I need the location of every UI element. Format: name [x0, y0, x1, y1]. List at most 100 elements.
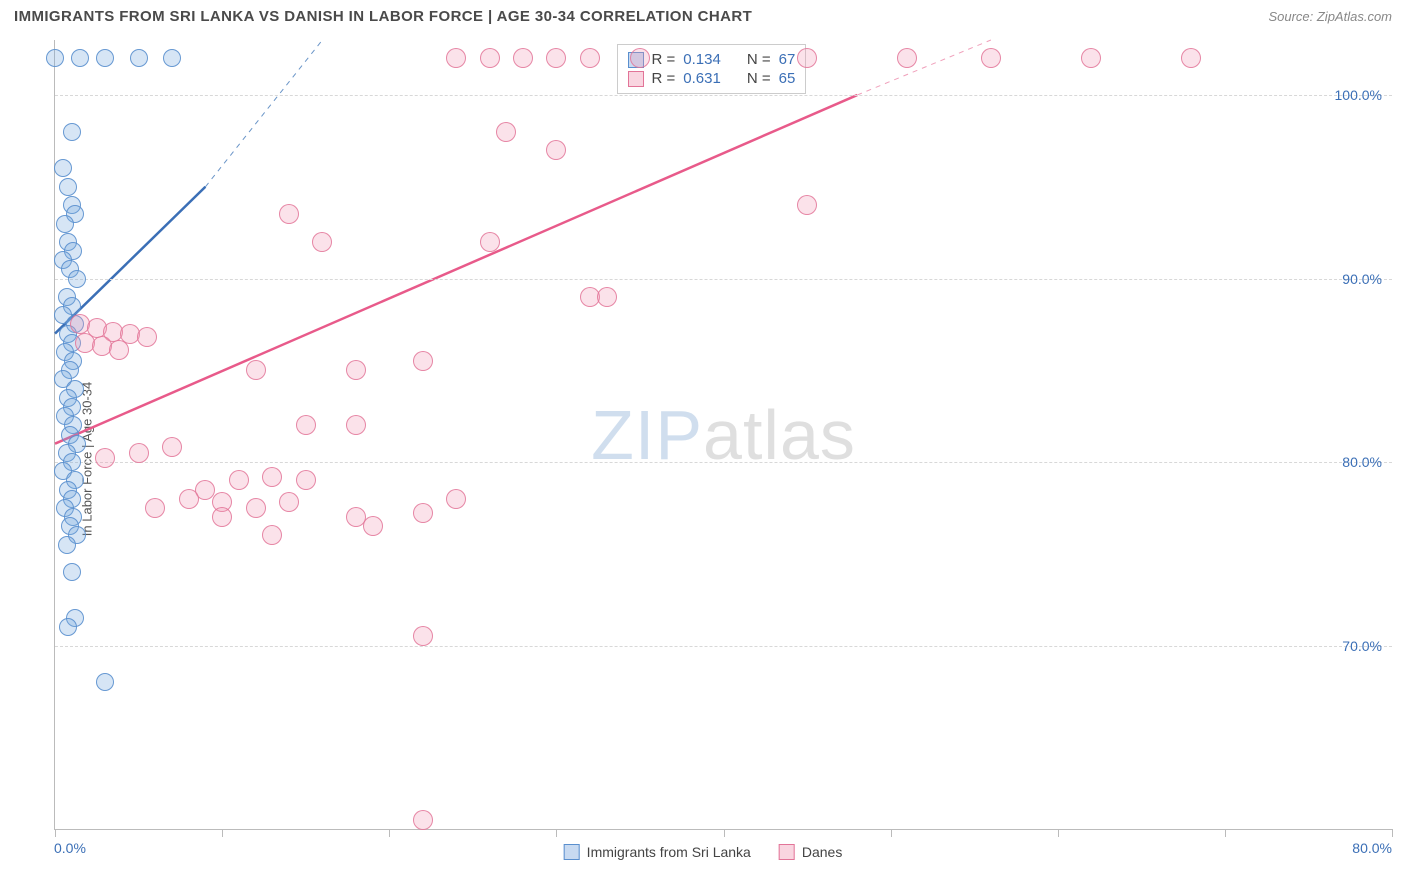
data-point	[279, 204, 299, 224]
chart-header: IMMIGRANTS FROM SRI LANKA VS DANISH IN L…	[0, 0, 1406, 31]
data-point	[59, 618, 77, 636]
data-point	[229, 470, 249, 490]
data-point	[546, 140, 566, 160]
data-point	[897, 48, 917, 68]
legend-item-pink: Danes	[779, 844, 842, 860]
data-point	[54, 159, 72, 177]
r-label: R =	[652, 70, 676, 87]
data-point	[279, 492, 299, 512]
n-label: N =	[747, 51, 771, 68]
scatter-plot-area: ZIPatlas R = 0.134 N = 67 R = 0.631 N = …	[54, 40, 1392, 830]
data-point	[446, 48, 466, 68]
chart-title: IMMIGRANTS FROM SRI LANKA VS DANISH IN L…	[14, 8, 752, 25]
data-point	[68, 270, 86, 288]
data-point	[246, 498, 266, 518]
data-point	[56, 215, 74, 233]
x-tick	[1392, 829, 1393, 837]
y-tick-label: 70.0%	[1342, 638, 1382, 654]
data-point	[630, 48, 650, 68]
data-point	[163, 49, 181, 67]
x-axis-end-label: 80.0%	[1352, 840, 1392, 856]
data-point	[346, 415, 366, 435]
data-point	[346, 360, 366, 380]
x-tick	[55, 829, 56, 837]
data-point	[109, 340, 129, 360]
data-point	[981, 48, 1001, 68]
data-point	[413, 351, 433, 371]
data-point	[71, 49, 89, 67]
x-tick	[1058, 829, 1059, 837]
swatch-blue-icon	[564, 844, 580, 860]
data-point	[96, 49, 114, 67]
y-tick-label: 90.0%	[1342, 271, 1382, 287]
r-label: R =	[652, 51, 676, 68]
n-value-pink: 65	[779, 70, 796, 87]
gridline	[55, 462, 1392, 463]
data-point	[212, 507, 232, 527]
data-point	[1081, 48, 1101, 68]
x-tick	[389, 829, 390, 837]
data-point	[130, 49, 148, 67]
data-point	[58, 536, 76, 554]
data-point	[63, 123, 81, 141]
bottom-legend: Immigrants from Sri Lanka Danes	[564, 844, 843, 860]
data-point	[129, 443, 149, 463]
n-label: N =	[747, 70, 771, 87]
x-axis-start-label: 0.0%	[54, 840, 86, 856]
trend-lines-layer	[55, 40, 1392, 829]
data-point	[797, 48, 817, 68]
stats-row-pink: R = 0.631 N = 65	[628, 69, 796, 88]
chart-container: In Labor Force | Age 30-34 ZIPatlas R = …	[14, 40, 1392, 878]
data-point	[162, 437, 182, 457]
data-point	[446, 489, 466, 509]
data-point	[296, 470, 316, 490]
x-tick	[1225, 829, 1226, 837]
y-tick-label: 100.0%	[1335, 87, 1382, 103]
data-point	[179, 489, 199, 509]
swatch-pink-icon	[628, 71, 644, 87]
data-point	[296, 415, 316, 435]
data-point	[496, 122, 516, 142]
source-attribution: Source: ZipAtlas.com	[1268, 9, 1392, 24]
trend-line-dashed	[205, 40, 322, 187]
stats-row-blue: R = 0.134 N = 67	[628, 50, 796, 69]
data-point	[413, 810, 433, 830]
legend-label-blue: Immigrants from Sri Lanka	[587, 844, 751, 860]
r-value-pink: 0.631	[683, 70, 721, 87]
gridline	[55, 646, 1392, 647]
data-point	[797, 195, 817, 215]
x-tick	[556, 829, 557, 837]
data-point	[480, 232, 500, 252]
data-point	[546, 48, 566, 68]
data-point	[137, 327, 157, 347]
data-point	[262, 525, 282, 545]
swatch-pink-icon	[779, 844, 795, 860]
r-value-blue: 0.134	[683, 51, 721, 68]
data-point	[95, 448, 115, 468]
x-tick	[891, 829, 892, 837]
data-point	[513, 48, 533, 68]
gridline	[55, 279, 1392, 280]
data-point	[246, 360, 266, 380]
data-point	[1181, 48, 1201, 68]
data-point	[580, 48, 600, 68]
data-point	[480, 48, 500, 68]
data-point	[597, 287, 617, 307]
y-tick-label: 80.0%	[1342, 454, 1382, 470]
data-point	[262, 467, 282, 487]
data-point	[59, 178, 77, 196]
data-point	[413, 626, 433, 646]
data-point	[145, 498, 165, 518]
legend-label-pink: Danes	[802, 844, 842, 860]
trend-line-solid	[55, 95, 857, 444]
data-point	[413, 503, 433, 523]
data-point	[63, 563, 81, 581]
legend-item-blue: Immigrants from Sri Lanka	[564, 844, 751, 860]
data-point	[96, 673, 114, 691]
data-point	[363, 516, 383, 536]
x-tick	[724, 829, 725, 837]
trend-line-dashed	[857, 40, 991, 95]
data-point	[46, 49, 64, 67]
data-point	[312, 232, 332, 252]
x-tick	[222, 829, 223, 837]
